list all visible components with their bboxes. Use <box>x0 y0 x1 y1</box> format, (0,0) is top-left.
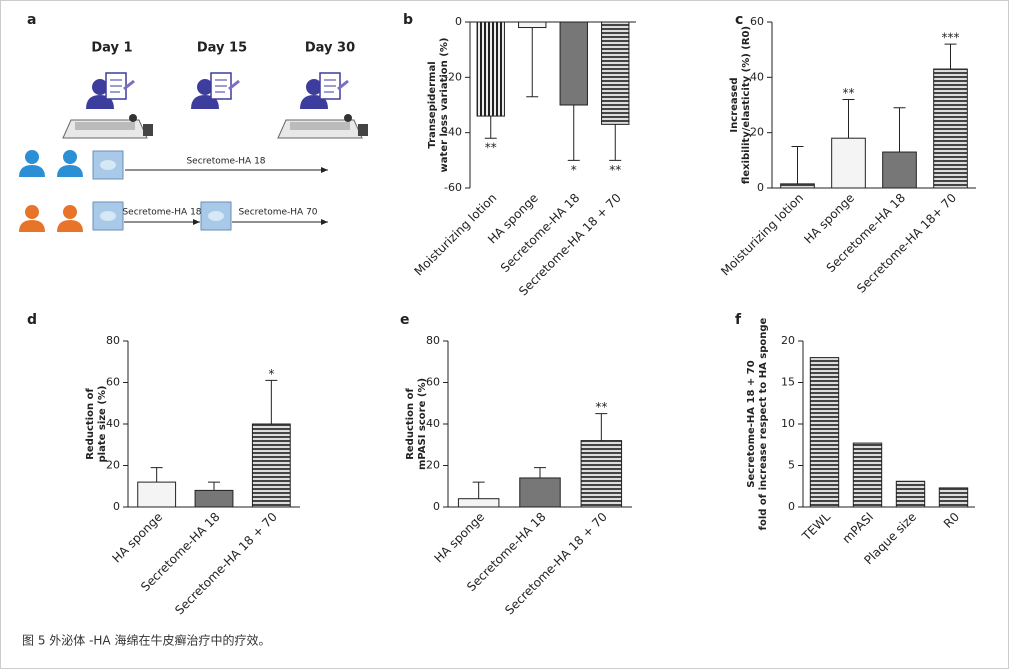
bar <box>831 137 866 189</box>
y-tick-label: 40 <box>750 70 764 83</box>
panel-letter: c <box>735 12 743 28</box>
y-axis-label: Secretome-HA 18 + 70 <box>746 360 757 487</box>
sponge-image <box>200 201 232 231</box>
significance-label: ** <box>609 163 621 177</box>
error-bar <box>791 146 804 184</box>
y-axis-label: mPASI score (%) <box>417 378 428 470</box>
significance-label: * <box>571 163 577 177</box>
y-tick-label: 20 <box>106 459 120 472</box>
error-bar <box>265 379 278 424</box>
bar <box>518 21 547 29</box>
error-bar <box>208 481 220 491</box>
y-tick-label: -60 <box>444 181 462 194</box>
panel-letter: b <box>403 12 413 28</box>
bar <box>137 481 177 508</box>
panel-letter: d <box>27 312 37 328</box>
bar <box>194 489 234 508</box>
y-axis-label: Increased <box>729 77 740 132</box>
error-bar <box>609 124 622 161</box>
y-tick-label: 0 <box>788 500 795 513</box>
significance-label: * <box>268 367 274 381</box>
significance-label: *** <box>942 31 960 45</box>
bar <box>938 487 969 508</box>
day-label: Day 15 <box>197 41 247 56</box>
bar <box>457 498 500 508</box>
bar <box>559 21 588 106</box>
y-tick-label: 20 <box>750 126 764 139</box>
bar <box>601 21 630 125</box>
y-axis-label: plate size (%) <box>97 385 108 462</box>
error-bar <box>893 107 906 153</box>
error-bar <box>484 116 497 139</box>
bar <box>519 477 561 508</box>
error-bar <box>595 413 608 441</box>
sponge-image <box>92 201 124 231</box>
day-label: Day 1 <box>91 41 132 56</box>
y-tick-label: -20 <box>444 70 462 83</box>
error-bar <box>534 467 546 478</box>
significance-label: ** <box>595 400 607 414</box>
y-axis-label: flexibility/elasticity (%) (R0) <box>741 26 752 184</box>
bar <box>852 442 883 508</box>
bar <box>895 480 926 508</box>
bar <box>882 151 917 189</box>
significance-label: ** <box>485 141 497 155</box>
arrow-label: Secretome-HA 18 <box>122 208 201 218</box>
arrow-label: Secretome-HA 18 <box>186 157 265 167</box>
y-tick-label: 60 <box>106 376 120 389</box>
y-tick-label: 20 <box>426 459 440 472</box>
y-tick-label: 5 <box>788 459 795 472</box>
error-bar <box>944 43 957 70</box>
bar <box>251 423 291 508</box>
sponge-image <box>92 150 124 180</box>
panel-a: a Day 1 Day 15 Day 30 Secretome-HA 18 Se… <box>19 12 369 232</box>
y-tick-label: 0 <box>757 181 764 194</box>
arrow-label: Secretome-HA 70 <box>238 208 317 218</box>
y-axis-label: Reduction of <box>405 388 416 460</box>
y-tick-label: 60 <box>750 15 764 28</box>
y-tick-label: 80 <box>106 334 120 347</box>
y-tick-label: 15 <box>781 376 795 389</box>
error-bar <box>472 481 485 499</box>
panel-letter: e <box>400 312 410 328</box>
panel-letter: a <box>27 12 36 28</box>
bar <box>780 183 815 189</box>
y-axis-label: Transepidermal <box>427 61 438 148</box>
y-tick-label: 10 <box>781 417 795 430</box>
y-tick-label: 40 <box>426 417 440 430</box>
y-tick-label: -40 <box>444 126 462 139</box>
day-label: Day 30 <box>305 41 355 56</box>
bar <box>933 68 968 189</box>
error-bar <box>526 27 539 98</box>
bar <box>580 440 623 508</box>
error-bar <box>842 98 855 139</box>
bar <box>809 357 840 508</box>
panel-letter: f <box>735 312 742 328</box>
y-tick-label: 60 <box>426 376 440 389</box>
y-axis-label: Reduction of <box>85 388 96 460</box>
y-tick-label: 0 <box>455 15 462 28</box>
error-bar <box>567 105 580 161</box>
y-axis-label: water loss variation (%) <box>439 38 450 173</box>
caption: 图 5 外泌体 -HA 海绵在牛皮癣治疗中的疗效。 <box>22 633 270 648</box>
y-axis-label: fold of increase respect to HA sponge <box>758 317 769 530</box>
y-tick-label: 40 <box>106 417 120 430</box>
error-bar <box>150 467 163 483</box>
y-tick-label: 0 <box>113 500 120 513</box>
y-tick-label: 80 <box>426 334 440 347</box>
y-tick-label: 0 <box>433 500 440 513</box>
bar <box>476 21 505 117</box>
y-tick-label: 20 <box>781 334 795 347</box>
significance-label: ** <box>843 86 855 100</box>
